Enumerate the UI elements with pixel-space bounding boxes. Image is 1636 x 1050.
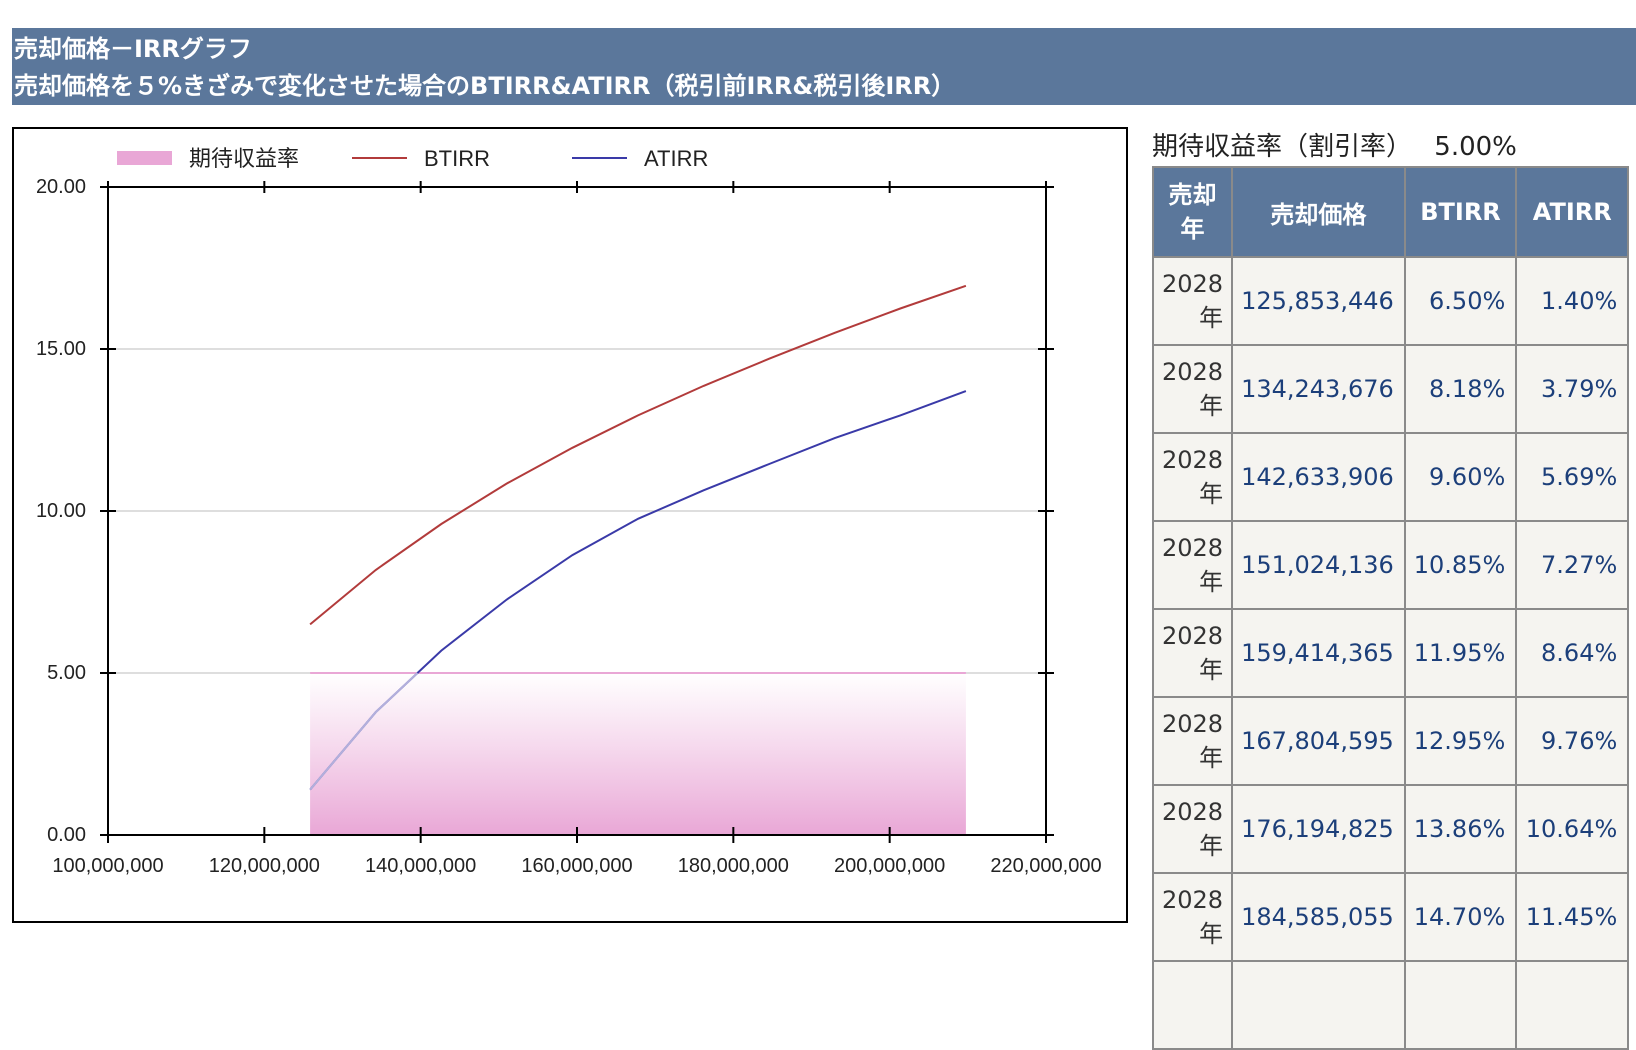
cell-price bbox=[1231, 960, 1406, 1050]
x-tick-label: 120,000,000 bbox=[209, 855, 320, 877]
legend-label: BTIRR bbox=[424, 146, 490, 171]
cell-price: 159,414,365 bbox=[1231, 608, 1406, 698]
expected-rate-label: 期待収益率（割引率） 5.00% bbox=[1152, 126, 1517, 163]
cell-price: 125,853,446 bbox=[1231, 256, 1406, 346]
irr-chart-frame: 0.00 5.00 10.00 15.00 20.00 100,000,000 120,00… bbox=[12, 127, 1128, 923]
cell-price: 167,804,595 bbox=[1231, 696, 1406, 786]
x-tick-label: 100,000,000 bbox=[52, 855, 163, 877]
page-title: 売却価格－IRRグラフ bbox=[14, 35, 252, 63]
cell-atirr: 9.76% bbox=[1515, 696, 1630, 786]
cell-year: 2028 年 bbox=[1151, 256, 1234, 346]
cell-btirr: 10.85% bbox=[1403, 520, 1518, 610]
expected-rate-band bbox=[310, 673, 966, 835]
table-row: 2028 年 159,414,365 11.95% 8.64% bbox=[1151, 608, 1630, 698]
cell-btirr: 12.95% bbox=[1403, 696, 1518, 786]
cell-year: 2028 年 bbox=[1151, 784, 1234, 874]
cell-price: 151,024,136 bbox=[1231, 520, 1406, 610]
cell-btirr: 13.86% bbox=[1403, 784, 1518, 874]
cell-btirr: 8.18% bbox=[1403, 344, 1518, 434]
cell-atirr bbox=[1515, 960, 1630, 1050]
col-header-year: 売却 年 bbox=[1151, 166, 1234, 258]
cell-year: 2028 年 bbox=[1151, 520, 1234, 610]
y-tick-label: 10.00 bbox=[36, 500, 86, 522]
series-line-atirr-in-band bbox=[309, 672, 419, 791]
table-row: 2028 年 125,853,446 6.50% 1.40% bbox=[1151, 256, 1630, 346]
x-tick-label: 140,000,000 bbox=[365, 855, 476, 877]
expected-rate-value: 5.00% bbox=[1434, 132, 1517, 162]
table-row: 2028 年 167,804,595 12.95% 9.76% bbox=[1151, 696, 1630, 786]
cell-btirr: 9.60% bbox=[1403, 432, 1518, 522]
cell-btirr: 11.95% bbox=[1403, 608, 1518, 698]
table-row bbox=[1151, 960, 1630, 1050]
legend-label: 期待収益率 bbox=[189, 146, 299, 171]
col-header-atirr: ATIRR bbox=[1515, 166, 1630, 258]
legend-swatch-band bbox=[117, 151, 172, 165]
table-row: 2028 年 184,585,055 14.70% 11.45% bbox=[1151, 872, 1630, 962]
x-tick-label: 160,000,000 bbox=[521, 855, 632, 877]
legend-label: ATIRR bbox=[644, 146, 708, 171]
expected-rate-caption: 期待収益率（割引率） bbox=[1152, 132, 1413, 162]
cell-atirr: 11.45% bbox=[1515, 872, 1630, 962]
cell-year: 2028 年 bbox=[1151, 344, 1234, 434]
cell-price: 176,194,825 bbox=[1231, 784, 1406, 874]
cell-atirr: 5.69% bbox=[1515, 432, 1630, 522]
cell-year bbox=[1151, 960, 1234, 1050]
cell-btirr: 14.70% bbox=[1403, 872, 1518, 962]
col-header-price: 売却価格 bbox=[1231, 166, 1406, 258]
cell-btirr: 6.50% bbox=[1403, 256, 1518, 346]
cell-price: 142,633,906 bbox=[1231, 432, 1406, 522]
table-row: 2028 年 176,194,825 13.86% 10.64% bbox=[1151, 784, 1630, 874]
x-tick-label: 220,000,000 bbox=[990, 855, 1101, 877]
col-header-year-b: 年 bbox=[1180, 215, 1205, 243]
col-header-btirr: BTIRR bbox=[1403, 166, 1518, 258]
cell-btirr bbox=[1403, 960, 1518, 1050]
irr-table: 売却 年 売却価格 BTIRR ATIRR 2028 年 125,853,446 … bbox=[1151, 166, 1630, 1050]
cell-atirr: 1.40% bbox=[1515, 256, 1630, 346]
x-tick-label: 180,000,000 bbox=[678, 855, 789, 877]
x-tick-label: 200,000,000 bbox=[834, 855, 945, 877]
table-row: 2028 年 151,024,136 10.85% 7.27% bbox=[1151, 520, 1630, 610]
table-header-row: 売却 年 売却価格 BTIRR ATIRR bbox=[1151, 166, 1630, 258]
cell-price: 134,243,676 bbox=[1231, 344, 1406, 434]
y-tick-label: 5.00 bbox=[47, 662, 86, 684]
page-subtitle: 売却価格を５%きざみで変化させた場合のBTIRR&ATIRR（税引前IRR&税引… bbox=[14, 72, 956, 100]
table-row: 2028 年 134,243,676 8.18% 3.79% bbox=[1151, 344, 1630, 434]
cell-atirr: 3.79% bbox=[1515, 344, 1630, 434]
page-header: 売却価格－IRRグラフ 売却価格を５%きざみで変化させた場合のBTIRR&ATI… bbox=[12, 28, 1636, 105]
series-line-btirr bbox=[309, 284, 967, 626]
series-line-atirr bbox=[309, 390, 967, 791]
cell-year: 2028 年 bbox=[1151, 608, 1234, 698]
cell-year: 2028 年 bbox=[1151, 872, 1234, 962]
cell-atirr: 8.64% bbox=[1515, 608, 1630, 698]
cell-year: 2028 年 bbox=[1151, 696, 1234, 786]
cell-atirr: 7.27% bbox=[1515, 520, 1630, 610]
cell-atirr: 10.64% bbox=[1515, 784, 1630, 874]
cell-price: 184,585,055 bbox=[1231, 872, 1406, 962]
y-tick-label: 0.00 bbox=[47, 824, 86, 846]
y-tick-label: 15.00 bbox=[36, 338, 86, 360]
irr-chart: 0.00 5.00 10.00 15.00 20.00 100,000,000 120,00… bbox=[36, 146, 1102, 877]
col-header-year-a: 売却 bbox=[1168, 181, 1217, 209]
table-row: 2028 年 142,633,906 9.60% 5.69% bbox=[1151, 432, 1630, 522]
y-tick-label: 20.00 bbox=[36, 176, 86, 198]
cell-year: 2028 年 bbox=[1151, 432, 1234, 522]
